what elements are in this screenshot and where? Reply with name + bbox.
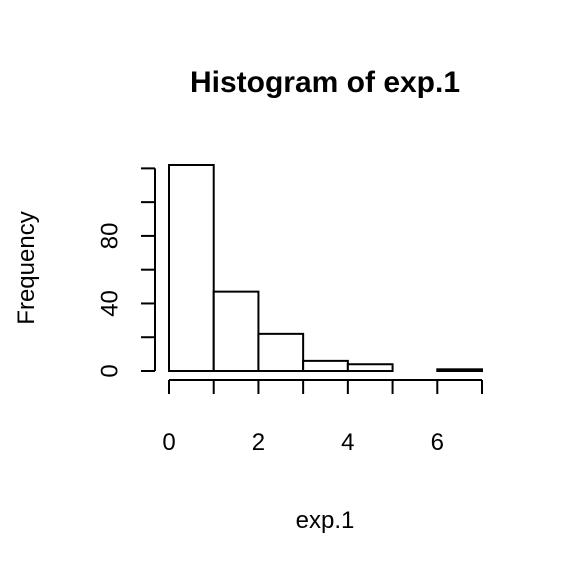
- histogram-bar-2: [257, 332, 305, 372]
- histogram-bar-1: [212, 290, 260, 372]
- x-tick-label-0: 0: [162, 429, 175, 456]
- y-tick-label-40: 40: [96, 290, 123, 317]
- chart-title: Histogram of exp.1: [190, 66, 460, 99]
- x-axis-label: exp.1: [296, 507, 355, 534]
- x-tick-label-4: 4: [341, 429, 354, 456]
- y-tick-label-0: 0: [96, 364, 123, 377]
- y-ticks: [141, 167, 155, 372]
- x-tick-label-6: 6: [431, 429, 444, 456]
- x-tick-label-2: 2: [252, 429, 265, 456]
- histogram-bar-6: [436, 368, 483, 372]
- x-ticks: [168, 380, 483, 394]
- y-tick-label-80: 80: [96, 223, 123, 250]
- histogram-bar-3: [302, 359, 349, 373]
- histogram-bar-4: [346, 363, 394, 373]
- y-axis: 0 40 80: [96, 167, 156, 378]
- x-tick-labels: 0 2 4 6: [162, 429, 444, 456]
- histogram-bar-0: [168, 164, 215, 372]
- x-axis: 0 2 4 6: [162, 379, 483, 456]
- bars-group: [168, 164, 483, 373]
- y-axis-label: Frequency: [13, 211, 40, 324]
- y-tick-labels: 0 40 80: [96, 223, 123, 378]
